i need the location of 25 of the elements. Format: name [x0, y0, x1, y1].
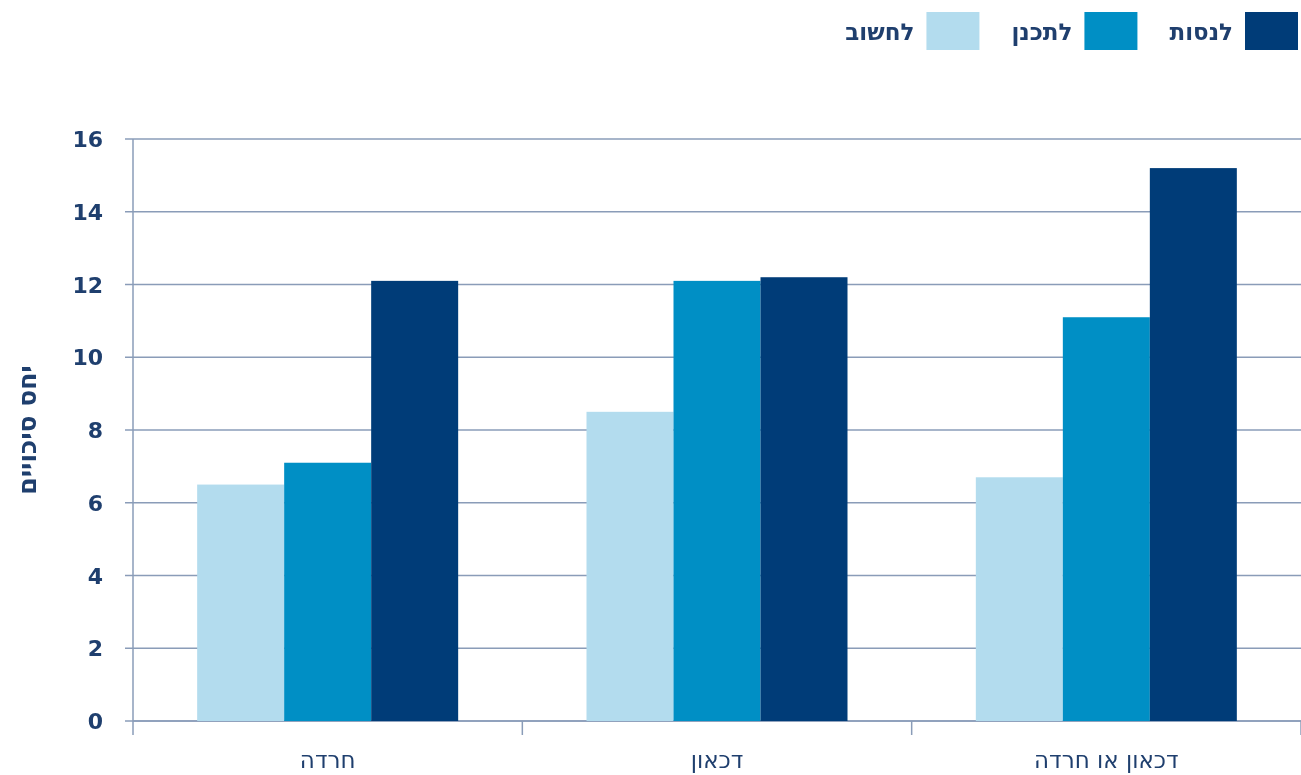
y-tick-label: 12	[72, 272, 103, 298]
bar	[371, 280, 459, 721]
legend-label: לחשוב	[845, 19, 915, 45]
bar	[1149, 168, 1237, 721]
y-tick-label: 10	[72, 345, 103, 371]
bar	[975, 477, 1063, 721]
bar	[197, 484, 285, 721]
y-tick-label: 16	[72, 127, 103, 152]
y-tick-label: 8	[87, 418, 103, 443]
x-tick-label: דכאון	[690, 747, 744, 773]
y-tick-label: 6	[87, 490, 103, 516]
x-tick-label: חרדה	[299, 747, 356, 773]
bar	[760, 277, 848, 721]
bar	[586, 411, 674, 721]
legend-label: לתכנן	[1011, 19, 1073, 46]
y-tick-label: 2	[87, 636, 103, 662]
legend-label: לנסות	[1169, 19, 1233, 45]
x-tick-label: דכאון או חרדה	[1034, 747, 1179, 773]
y-tick-label: 0	[87, 709, 103, 734]
y-axis-title: יחס סיכויים	[13, 365, 42, 495]
y-tick-label: 14	[72, 199, 103, 225]
bar	[673, 280, 761, 721]
bar	[284, 462, 372, 721]
bar	[1062, 317, 1150, 721]
y-tick-label: 4	[87, 563, 103, 589]
